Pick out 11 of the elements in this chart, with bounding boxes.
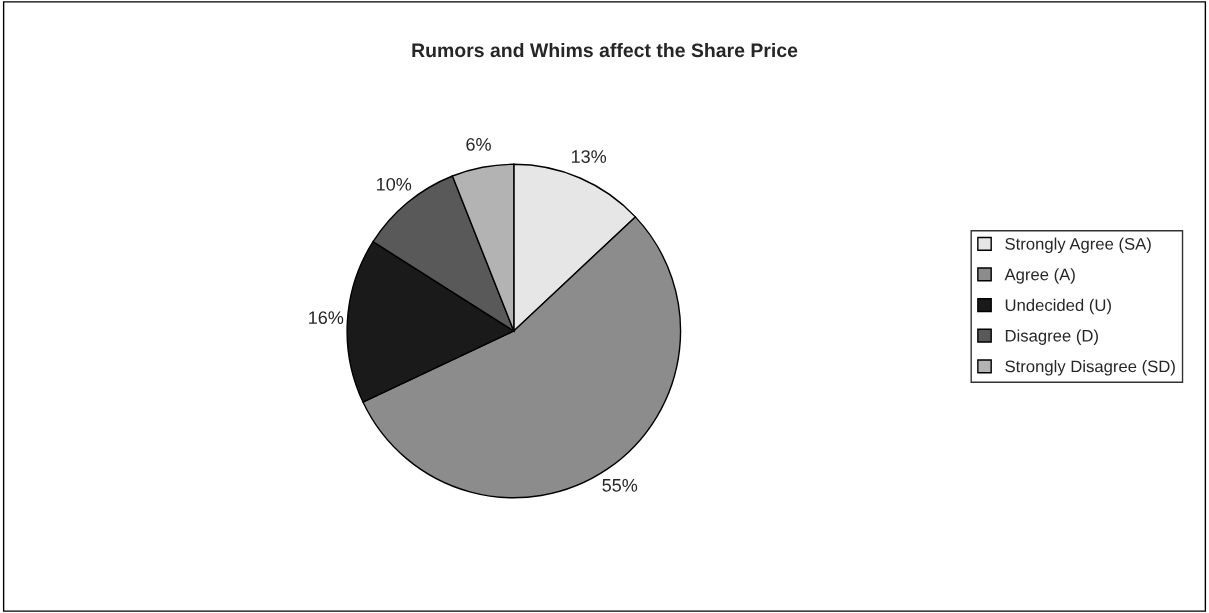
data-label: 13% <box>571 150 607 163</box>
data-label: 16% <box>309 311 344 325</box>
legend-label: Disagree (D) <box>1005 329 1098 345</box>
chart-title: Rumors and Whims affect the Share Price <box>412 42 798 58</box>
legend-label: Strongly Agree (SA) <box>1005 237 1151 254</box>
legend-label: Agree (A) <box>1004 268 1075 284</box>
data-label: 6% <box>466 138 491 151</box>
legend-label: Strongly Disagree (SD) <box>1005 360 1175 376</box>
legend-label: Undecided (U) <box>1005 298 1111 315</box>
data-label: 55% <box>602 478 638 492</box>
data-label: 10% <box>377 177 412 191</box>
